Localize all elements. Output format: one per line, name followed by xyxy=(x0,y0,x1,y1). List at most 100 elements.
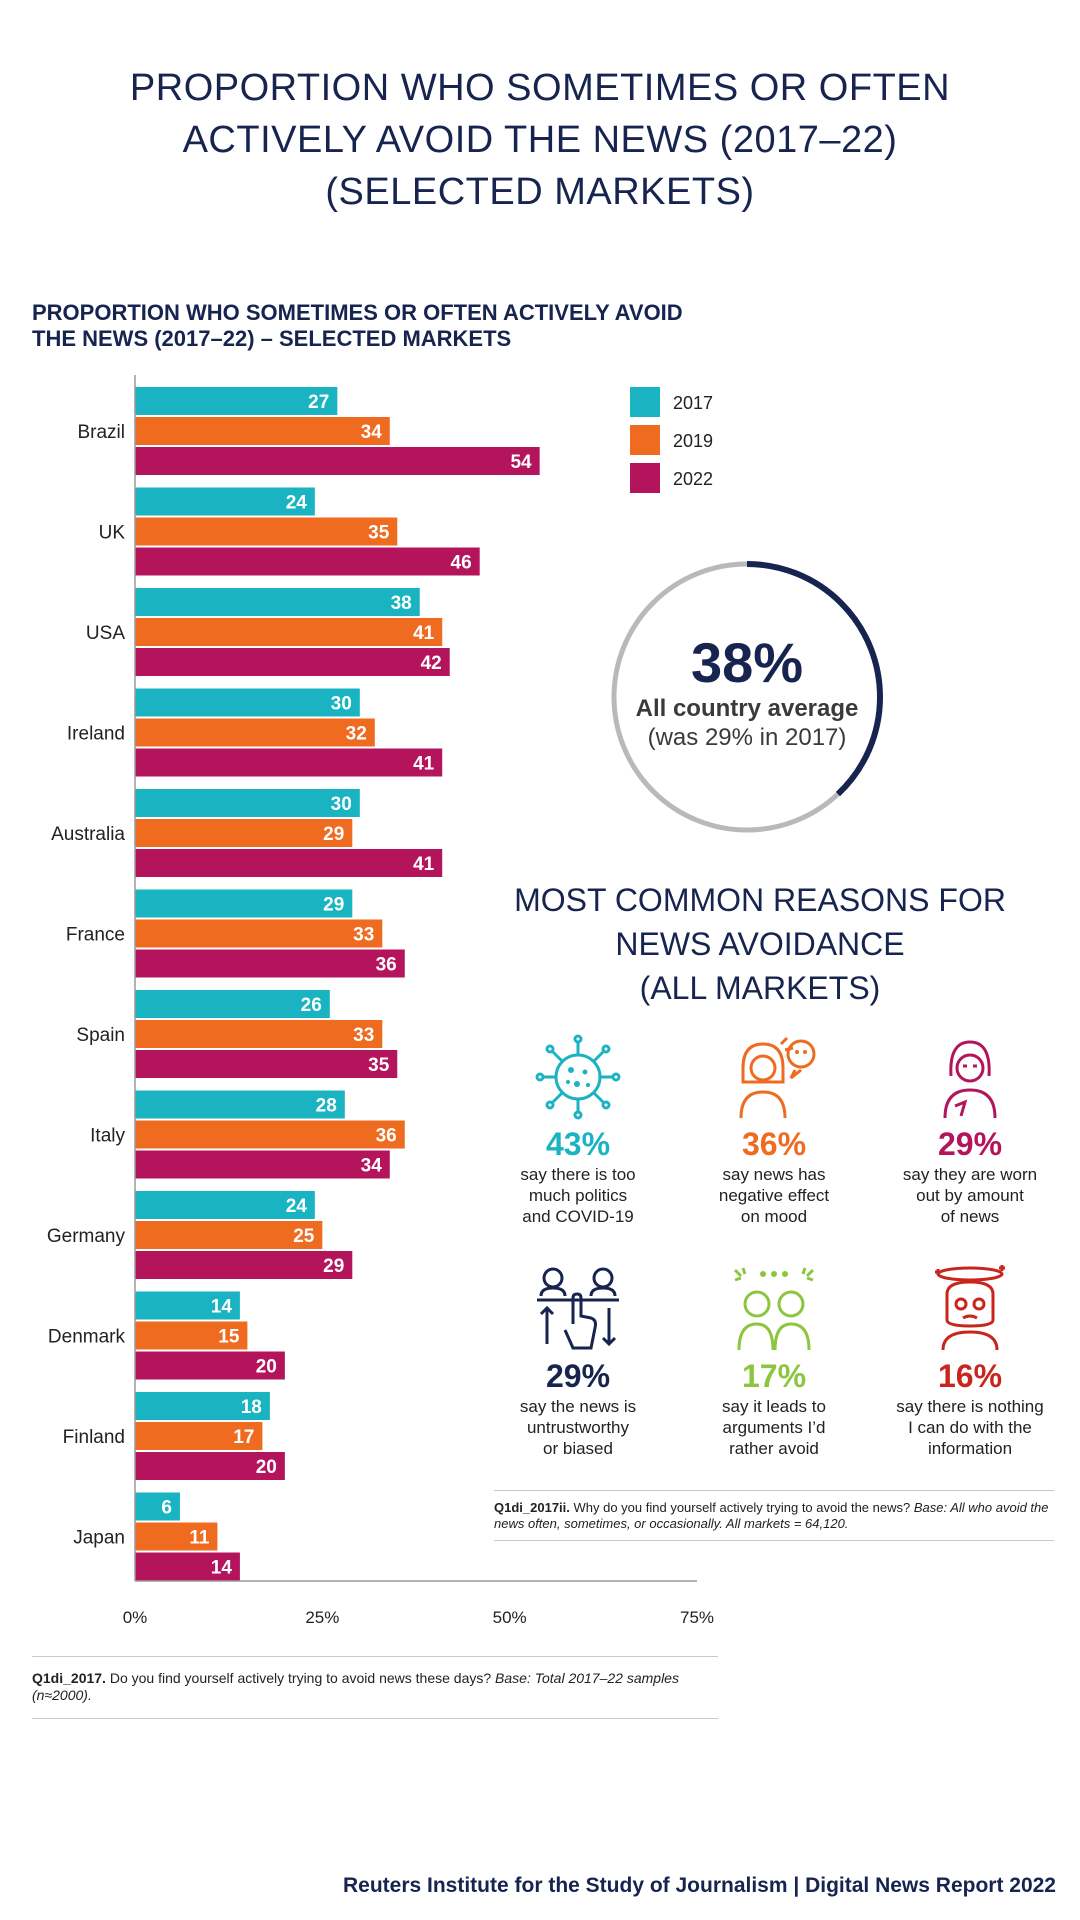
bar xyxy=(135,949,405,978)
data-label: 24 xyxy=(286,1196,308,1217)
footer-credit: Reuters Institute for the Study of Journ… xyxy=(342,1874,1056,1897)
bar xyxy=(135,417,390,445)
legend-swatch xyxy=(630,463,660,493)
reason-text-line: say they are worn xyxy=(902,1165,1038,1184)
legend-label: 2017 xyxy=(673,393,713,413)
reason-text-line: of news xyxy=(940,1207,1000,1226)
reason-text-line: say it leads to xyxy=(722,1397,826,1416)
reasons-title-line: NEWS AVOIDANCE xyxy=(615,926,905,962)
data-label: 14 xyxy=(211,1297,233,1318)
note-code: Q1di_2017. xyxy=(32,1670,106,1686)
data-label: 41 xyxy=(413,854,435,875)
reason-percent: 29% xyxy=(937,1126,1003,1162)
reasons-title-line: MOST COMMON REASONS FOR xyxy=(514,882,1006,918)
category-label: Japan xyxy=(73,1528,125,1549)
data-label: 38 xyxy=(391,593,412,614)
data-label: 29 xyxy=(323,895,344,916)
x-tick-label: 0% xyxy=(123,1608,148,1627)
bar xyxy=(135,789,360,817)
bar xyxy=(135,618,443,646)
average-caption: All country average (was 29% in 2017) xyxy=(608,694,886,752)
data-label: 29 xyxy=(323,1256,344,1277)
reason-percent: 16% xyxy=(937,1358,1003,1394)
divider xyxy=(32,1656,718,1657)
bar xyxy=(135,1020,383,1048)
reason-text-line: I can do with the xyxy=(908,1418,1032,1437)
note-code: Q1di_2017ii. xyxy=(494,1500,570,1515)
x-tick-label: 50% xyxy=(493,1608,527,1627)
chart-title-line: PROPORTION WHO SOMETIMES OR OFTEN ACTIVE… xyxy=(32,300,683,325)
category-label: Germany xyxy=(47,1226,126,1247)
data-label: 30 xyxy=(331,794,352,815)
reason-percent: 17% xyxy=(741,1358,807,1394)
reason-text: say they are worn out by amount of news xyxy=(872,1164,1068,1227)
bar xyxy=(135,648,450,676)
bar xyxy=(135,447,540,475)
page-title: PROPORTION WHO SOMETIMES OR OFTEN ACTIVE… xyxy=(60,62,1020,218)
reason-text: say there is too much politics and COVID… xyxy=(480,1164,676,1227)
reason-item: 16% say there is nothing I can do with t… xyxy=(872,1264,1068,1459)
chart-title-line: THE NEWS (2017–22) – SELECTED MARKETS xyxy=(32,326,512,351)
x-tick-label: 75% xyxy=(680,1608,714,1627)
note-base: Base: All who avoid the news often, some… xyxy=(494,1500,1049,1531)
bar xyxy=(135,1221,323,1249)
bar xyxy=(135,990,330,1018)
data-label: 33 xyxy=(353,1025,374,1046)
bar-chart: 273454Brazil243546UK384142USA303241Irela… xyxy=(47,375,714,1627)
bar xyxy=(135,1251,353,1279)
note-base: Base: Total 2017–22 samples (n≈2000). xyxy=(32,1670,679,1703)
category-label: Brazil xyxy=(77,422,125,443)
data-label: 20 xyxy=(256,1357,277,1378)
average-gauge xyxy=(611,561,883,833)
gauge-fill xyxy=(611,561,883,833)
voting-hand-icon xyxy=(537,1267,619,1350)
category-label: Australia xyxy=(51,824,125,845)
data-label: 34 xyxy=(361,1156,383,1177)
bar xyxy=(135,1150,390,1179)
data-label: 6 xyxy=(161,1498,172,1519)
reasons-title: MOST COMMON REASONS FOR NEWS AVOIDANCE (… xyxy=(480,878,1040,1010)
reason-percent: 29% xyxy=(545,1358,611,1394)
x-tick-label: 25% xyxy=(305,1608,339,1627)
tired-person-icon xyxy=(943,1040,997,1119)
bar xyxy=(135,588,420,616)
bar xyxy=(135,889,353,918)
bar xyxy=(135,1351,285,1380)
chart-title: PROPORTION WHO SOMETIMES OR OFTEN ACTIVE… xyxy=(32,300,732,352)
sad-person-icon xyxy=(739,1036,816,1119)
reason-text-line: on mood xyxy=(740,1207,808,1226)
data-label: 25 xyxy=(293,1226,315,1247)
average-label: All country average xyxy=(635,695,859,722)
bar xyxy=(135,1321,248,1350)
data-label: 33 xyxy=(353,925,374,946)
reason-item: 29% say they are worn out by amount of n… xyxy=(872,1032,1068,1227)
data-label: 32 xyxy=(346,724,367,745)
reason-text-line: arguments I’d xyxy=(722,1418,826,1437)
data-label: 27 xyxy=(308,392,329,413)
bar xyxy=(135,1050,398,1078)
bar xyxy=(135,1422,263,1450)
data-label: 26 xyxy=(301,995,322,1016)
data-label: 35 xyxy=(368,523,390,544)
data-label: 14 xyxy=(211,1558,233,1579)
note-question: Do you find yourself actively trying to … xyxy=(105,1670,496,1686)
data-label: 20 xyxy=(256,1457,277,1478)
data-label: 42 xyxy=(421,653,442,674)
legend-swatch xyxy=(630,425,660,455)
data-label: 36 xyxy=(376,955,397,976)
page-title-line: (SELECTED MARKETS) xyxy=(325,171,755,213)
reason-item: 36% say news has negative effect on mood xyxy=(676,1032,872,1227)
reasons-title-line: (ALL MARKETS) xyxy=(639,970,881,1006)
bar xyxy=(135,1120,405,1149)
average-value: 38% xyxy=(690,631,804,694)
reason-text-line: or biased xyxy=(543,1439,613,1458)
divider xyxy=(494,1540,1054,1541)
bar xyxy=(135,1552,240,1581)
reason-percent: 43% xyxy=(545,1126,611,1162)
reason-text-line: say news has xyxy=(722,1165,826,1184)
bar xyxy=(135,1090,345,1119)
reason-text-line: say the news is xyxy=(519,1397,637,1416)
bar xyxy=(135,849,443,877)
reason-text-line: say there is too xyxy=(520,1165,636,1184)
reason-percent: 36% xyxy=(741,1126,807,1162)
